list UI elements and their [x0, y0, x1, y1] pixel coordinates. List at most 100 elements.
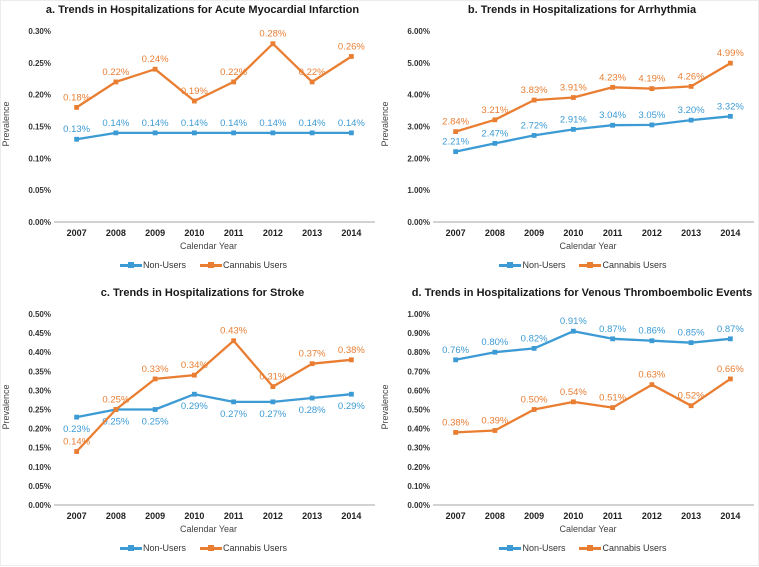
- data-point-marker: [531, 97, 537, 103]
- x-axis-label: Calendar Year: [179, 524, 238, 534]
- y-tick-label: 0.10%: [28, 463, 51, 472]
- data-point-marker: [570, 399, 576, 405]
- y-tick-label: 5.00%: [407, 59, 430, 68]
- data-point-label: 0.33%: [142, 364, 169, 375]
- chart-title: d. Trends in Hospitalizations for Venous…: [411, 287, 753, 299]
- x-tick-label: 2012: [642, 511, 662, 521]
- y-tick-label: 0.00%: [407, 218, 430, 227]
- data-point-label: 2.84%: [442, 117, 469, 128]
- data-point-label: 0.27%: [220, 409, 247, 420]
- y-tick-label: 0.15%: [28, 444, 51, 453]
- series-cannabis-users: 0.38% 0.39% 0.50% 0.54% 0.51% 0.63% 0.52% 0.66%: [442, 364, 744, 435]
- data-point-label: 0.14%: [181, 118, 208, 129]
- data-point-marker: [74, 136, 80, 142]
- data-point-marker: [270, 41, 276, 47]
- data-point-marker: [309, 130, 315, 136]
- data-point-label: 0.39%: [481, 416, 508, 427]
- series-line: [75, 393, 353, 419]
- data-point-label: 3.91%: [560, 83, 587, 94]
- data-point-label: 0.14%: [102, 118, 129, 129]
- y-tick-label: 0.30%: [28, 27, 51, 36]
- data-point-label: 0.14%: [63, 437, 90, 448]
- line-marker-swatch-icon: [199, 545, 222, 551]
- data-point-marker: [570, 126, 576, 132]
- x-tick-labels: 2007 2008 2009 2010 2011 2012 2013 2014: [446, 511, 741, 521]
- legend-label: Non-Users: [142, 543, 186, 553]
- line-marker-swatch-icon: [499, 545, 522, 551]
- data-point-marker: [113, 130, 119, 136]
- data-point-marker: [348, 391, 354, 397]
- x-tick-label: 2014: [720, 228, 740, 238]
- data-point-marker: [727, 376, 733, 382]
- x-axis-label: Calendar Year: [559, 241, 617, 251]
- x-tick-label: 2013: [302, 511, 322, 521]
- data-point-label: 0.80%: [481, 337, 508, 348]
- data-point-label: 0.13%: [63, 124, 90, 135]
- x-tick-label: 2010: [563, 228, 583, 238]
- data-point-label: 0.50%: [521, 395, 548, 406]
- data-point-marker: [309, 361, 315, 367]
- y-tick-label: 0.35%: [28, 367, 51, 376]
- legend-label: Non-Users: [142, 260, 186, 270]
- data-point-marker: [649, 338, 655, 344]
- panel-d-venous-thromboembolic-events: d. Trends in Hospitalizations for Venous…: [380, 284, 759, 567]
- data-point-marker: [152, 66, 158, 72]
- data-point-label: 0.91%: [560, 316, 587, 327]
- data-point-marker: [270, 384, 276, 389]
- legend: Non-Users Cannabis Users: [31, 256, 376, 274]
- data-point-label: 0.26%: [338, 41, 365, 52]
- data-point-label: 0.28%: [259, 29, 286, 40]
- x-axis-label: Calendar Year: [179, 241, 238, 251]
- data-point-label: 0.29%: [338, 401, 365, 412]
- x-tick-label: 2008: [106, 511, 126, 521]
- x-tick-label: 2013: [681, 228, 701, 238]
- series-non-users: 0.76% 0.80% 0.82% 0.91% 0.87% 0.86% 0.85% 0.87%: [442, 316, 744, 363]
- data-point-label: 2.47%: [481, 128, 508, 139]
- y-tick-label: 1.00%: [407, 310, 430, 319]
- series-line: [75, 339, 353, 453]
- data-point-marker: [531, 345, 537, 351]
- data-point-label: 0.66%: [717, 364, 744, 375]
- legend-label: Cannabis Users: [222, 543, 288, 553]
- y-tick-label: 0.25%: [28, 406, 51, 415]
- data-point-marker: [453, 430, 459, 435]
- data-point-label: 3.20%: [678, 105, 705, 116]
- data-point-label: 2.91%: [560, 114, 587, 125]
- x-tick-label: 2014: [341, 228, 361, 238]
- data-point-label: 0.38%: [338, 345, 365, 356]
- legend-label: Cannabis Users: [602, 543, 667, 553]
- legend-entry-cannabis-users: Cannabis Users: [579, 260, 667, 270]
- legend-entry-non-users: Non-Users: [499, 260, 565, 270]
- x-tick-label: 2013: [302, 228, 322, 238]
- y-tick-label: 0.50%: [407, 406, 430, 415]
- y-tick-label: 0.10%: [407, 482, 430, 491]
- data-point-label: 0.76%: [442, 345, 469, 356]
- data-point-marker: [610, 122, 616, 128]
- data-point-label: 0.37%: [299, 349, 326, 360]
- line-marker-swatch-icon: [579, 545, 602, 551]
- y-tick-labels: 0.00% 0.05% 0.10% 0.15% 0.20% 0.25% 0.30%: [28, 27, 51, 227]
- series-non-users: 0.23% 0.25% 0.25% 0.29% 0.27% 0.27% 0.28% 0.29%: [63, 391, 365, 435]
- data-point-marker: [113, 407, 119, 412]
- data-point-marker: [531, 407, 537, 412]
- legend-entry-non-users: Non-Users: [119, 260, 186, 270]
- data-point-marker: [688, 117, 694, 123]
- data-point-marker: [453, 129, 459, 134]
- x-tick-label: 2010: [184, 511, 204, 521]
- data-point-marker: [152, 130, 158, 136]
- y-tick-labels: 0.00% 1.00% 2.00% 3.00% 4.00% 5.00% 6.00%: [407, 27, 430, 227]
- series-line: [454, 62, 732, 133]
- data-point-marker: [649, 122, 655, 128]
- x-tick-label: 2009: [145, 511, 165, 521]
- y-tick-label: 0.40%: [28, 348, 51, 357]
- data-point-label: 0.25%: [142, 417, 169, 428]
- data-point-label: 0.27%: [259, 409, 286, 420]
- data-point-marker: [348, 54, 354, 59]
- series-cannabis-users: 0.14% 0.25% 0.33% 0.34% 0.43% 0.31% 0.37% 0.38%: [63, 326, 365, 454]
- data-point-marker: [152, 376, 158, 382]
- y-tick-labels: 0.00% 0.05% 0.10% 0.15% 0.20% 0.25% 0.30% 0.35%…: [28, 310, 51, 510]
- x-tick-labels: 2007 2008 2009 2010 2011 2012 2013 2014: [67, 511, 362, 521]
- legend: Non-Users Cannabis Users: [31, 539, 376, 557]
- y-tick-label: 0.30%: [28, 386, 51, 395]
